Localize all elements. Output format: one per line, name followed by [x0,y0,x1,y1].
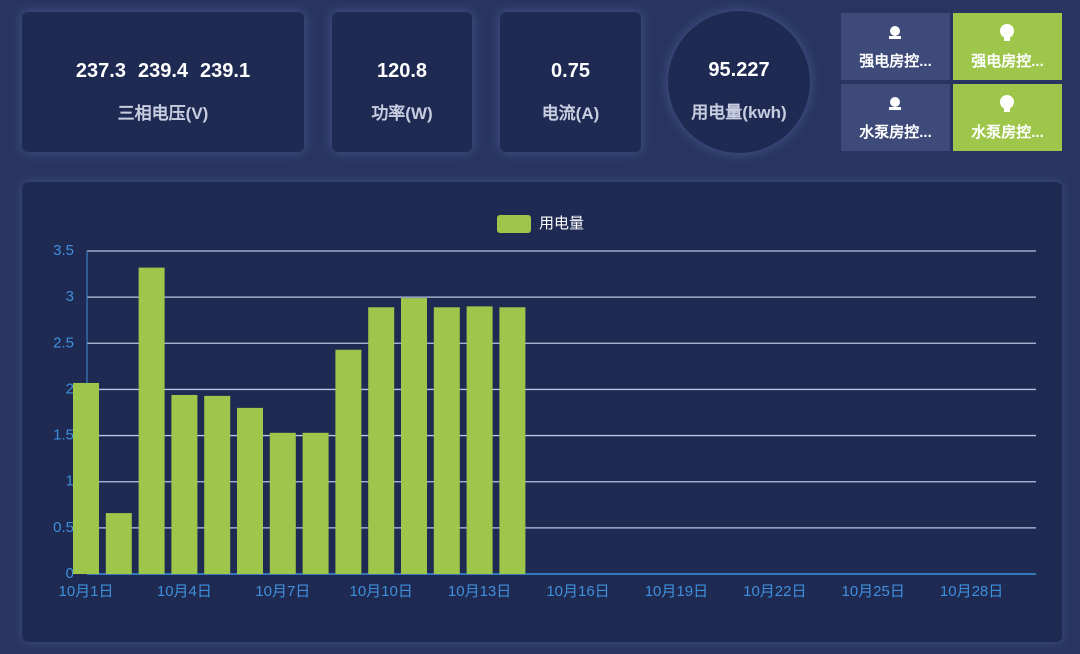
label: 电流(A) [541,104,600,123]
y-tick-label: 2.5 [53,334,74,351]
icon [889,26,901,39]
x-tick-label: 10月7日 [255,583,310,600]
value: 239.4 [137,60,189,82]
power-card: 120.8 功率(W) [332,12,472,152]
bar [499,307,526,574]
y-tick-label: 2 [66,380,74,397]
bar [269,432,296,574]
y-tick-label: 1.5 [53,427,74,444]
voltage-card: 237.3 239.4 239.1 三相电压(V) [22,12,304,152]
label: 三相电压(V) [117,104,209,123]
y-tick-label: 3.5 [53,242,74,259]
chart-panel: 0 0.5 1 1.5 2 2.5 3 3.5 10月1日 10月4日 10月7日 10月10日 10月… [22,182,1062,642]
control-button[interactable]: 水泵房控... [841,84,950,151]
current-card: 0.75 电流(A) [500,12,641,152]
y-tick-label: 1 [66,473,74,490]
x-tick-label: 10月16日 [546,583,609,600]
value: 120.8 [376,60,428,82]
icon [889,97,901,110]
x-tick-label: 10月1日 [58,583,113,600]
button-label: 强电房控... [971,53,1044,70]
y-tick-label: 3 [66,288,74,305]
button-label: 强电房控... [859,53,932,70]
bar [73,382,99,574]
energy-card: 95.227 用电量(kwh) [668,11,810,153]
control-button[interactable]: 强电房控... [841,13,950,80]
x-tick-label: 10月19日 [645,583,708,600]
bar [105,513,132,574]
y-tick-label: 0 [66,565,74,582]
value: 95.227 [708,59,770,81]
value: 0.75 [551,60,590,82]
bar [302,432,329,574]
x-tick-label: 10月22日 [743,583,806,600]
x-tick-label: 10月13日 [448,583,511,600]
x-tick-label: 10月28日 [940,583,1003,600]
button-label: 水泵房控... [859,124,932,141]
value: 237.3 [75,60,126,82]
label: 功率(W) [371,104,433,123]
bar [401,298,427,574]
bar [368,307,395,574]
x-tick-label: 10月4日 [157,583,212,600]
icon [1000,95,1014,112]
y-tick-label: 0.5 [53,519,74,536]
bar [204,395,231,574]
x-tick-label: 10月10日 [350,583,413,600]
bar [171,394,198,574]
legend-swatch [497,215,531,233]
control-button[interactable]: 水泵房控... [953,84,1062,151]
legend-label: 用电量 [539,215,584,232]
label: 用电量(kwh) [691,103,787,122]
control-button[interactable]: 强电房控... [953,13,1062,80]
bar [466,306,493,574]
value: 239.1 [200,60,251,82]
chart: 0 0.5 1 1.5 2 2.5 3 3.5 10月1日 10月4日 10月7日 10月10日 10月… [53,215,1036,600]
button-label: 水泵房控... [971,124,1044,141]
bar [138,267,165,574]
bar [433,307,460,574]
bar [237,407,263,574]
icon [1000,24,1014,41]
x-tick-label: 10月25日 [842,583,905,600]
bar [335,349,362,574]
